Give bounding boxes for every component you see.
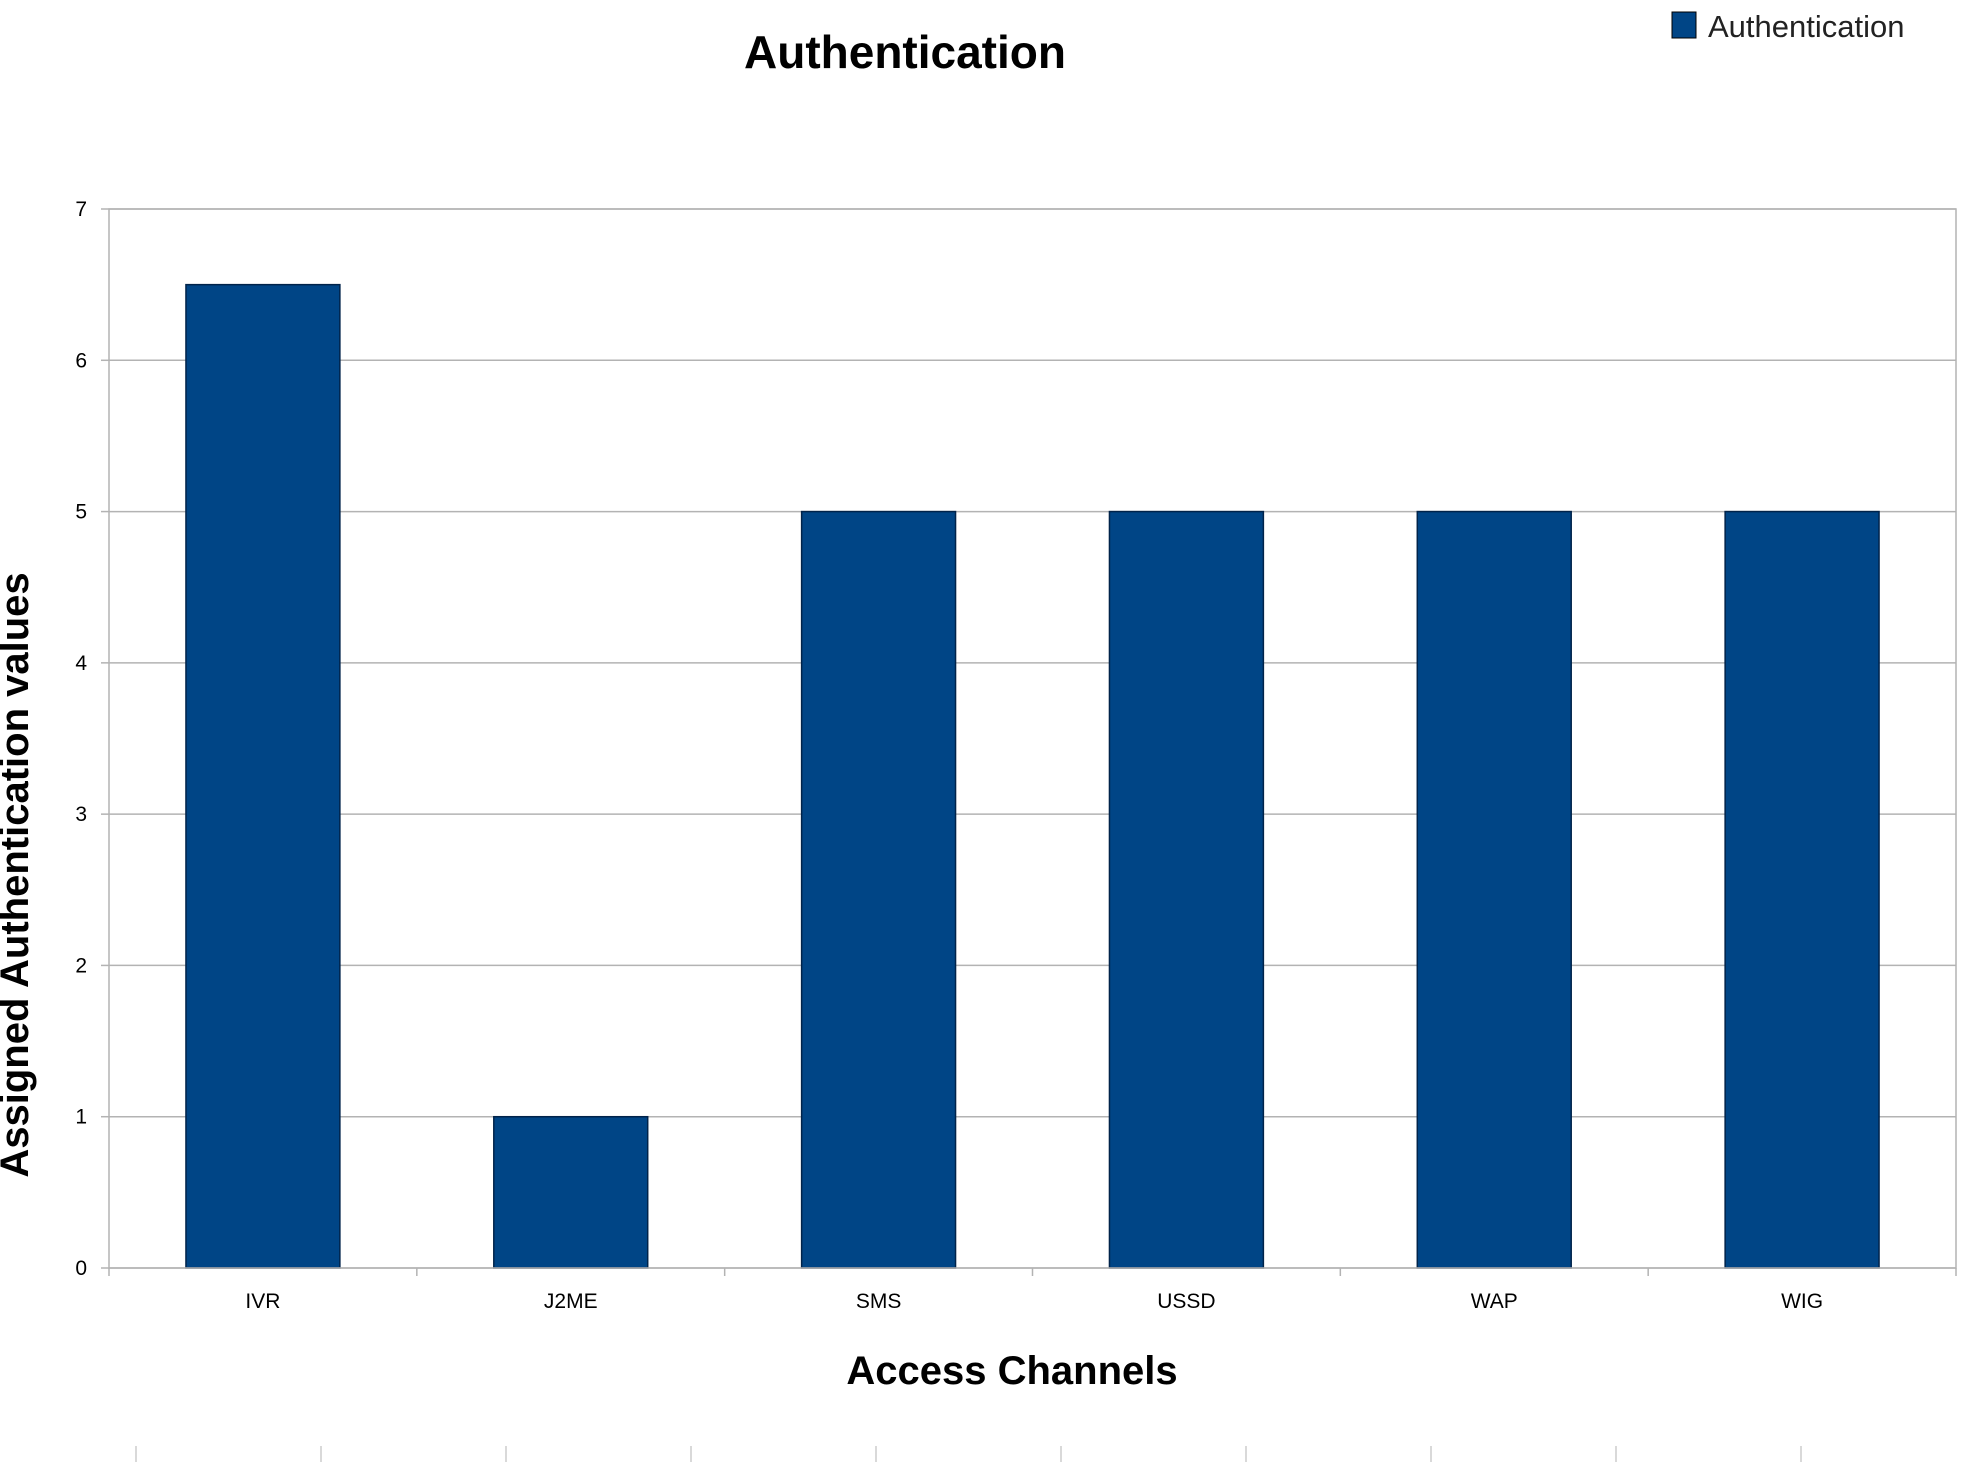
legend: Authentication [1671,9,1904,44]
x-tick-label: IVR [245,1290,280,1313]
bottom-tick-marks [135,1446,1802,1462]
x-tick-label: SMS [856,1290,902,1313]
legend-label: Authentication [1708,9,1904,44]
bar-ussd [1108,510,1265,1269]
bar-wap [1416,510,1572,1269]
chart-title: Authentication [744,26,1066,78]
y-tick-label: 4 [75,652,87,675]
bars [185,283,1880,1269]
x-tick-label: WAP [1471,1290,1518,1313]
plot-frame [108,208,1957,1269]
y-axis-title: Assigned Authentication values [0,572,37,1177]
x-tick-label: WIG [1781,1290,1823,1313]
x-tick-labels: IVR J2ME SMS USSD WAP WIG [108,1268,1957,1313]
x-tick-label: USSD [1157,1290,1215,1313]
gridlines [101,208,1956,1269]
y-tick-label: 3 [75,803,87,826]
bar-ivr [185,283,341,1269]
x-axis-title: Access Channels [846,1349,1177,1393]
plot-border [108,208,1957,1269]
y-tick-label: 1 [75,1106,87,1129]
y-tick-label: 6 [75,349,87,372]
y-tick-label: 5 [75,501,87,524]
y-tick-label: 0 [75,1257,87,1280]
y-tick-label: 7 [75,198,87,221]
bar-wig [1724,510,1880,1269]
y-tick-labels: 0 1 2 3 4 5 6 7 [75,198,87,1280]
x-tick-label: J2ME [544,1290,598,1313]
bar-j2me [493,1115,649,1269]
y-tick-label: 2 [75,954,87,977]
legend-swatch [1671,11,1697,39]
bar-sms [800,510,957,1269]
